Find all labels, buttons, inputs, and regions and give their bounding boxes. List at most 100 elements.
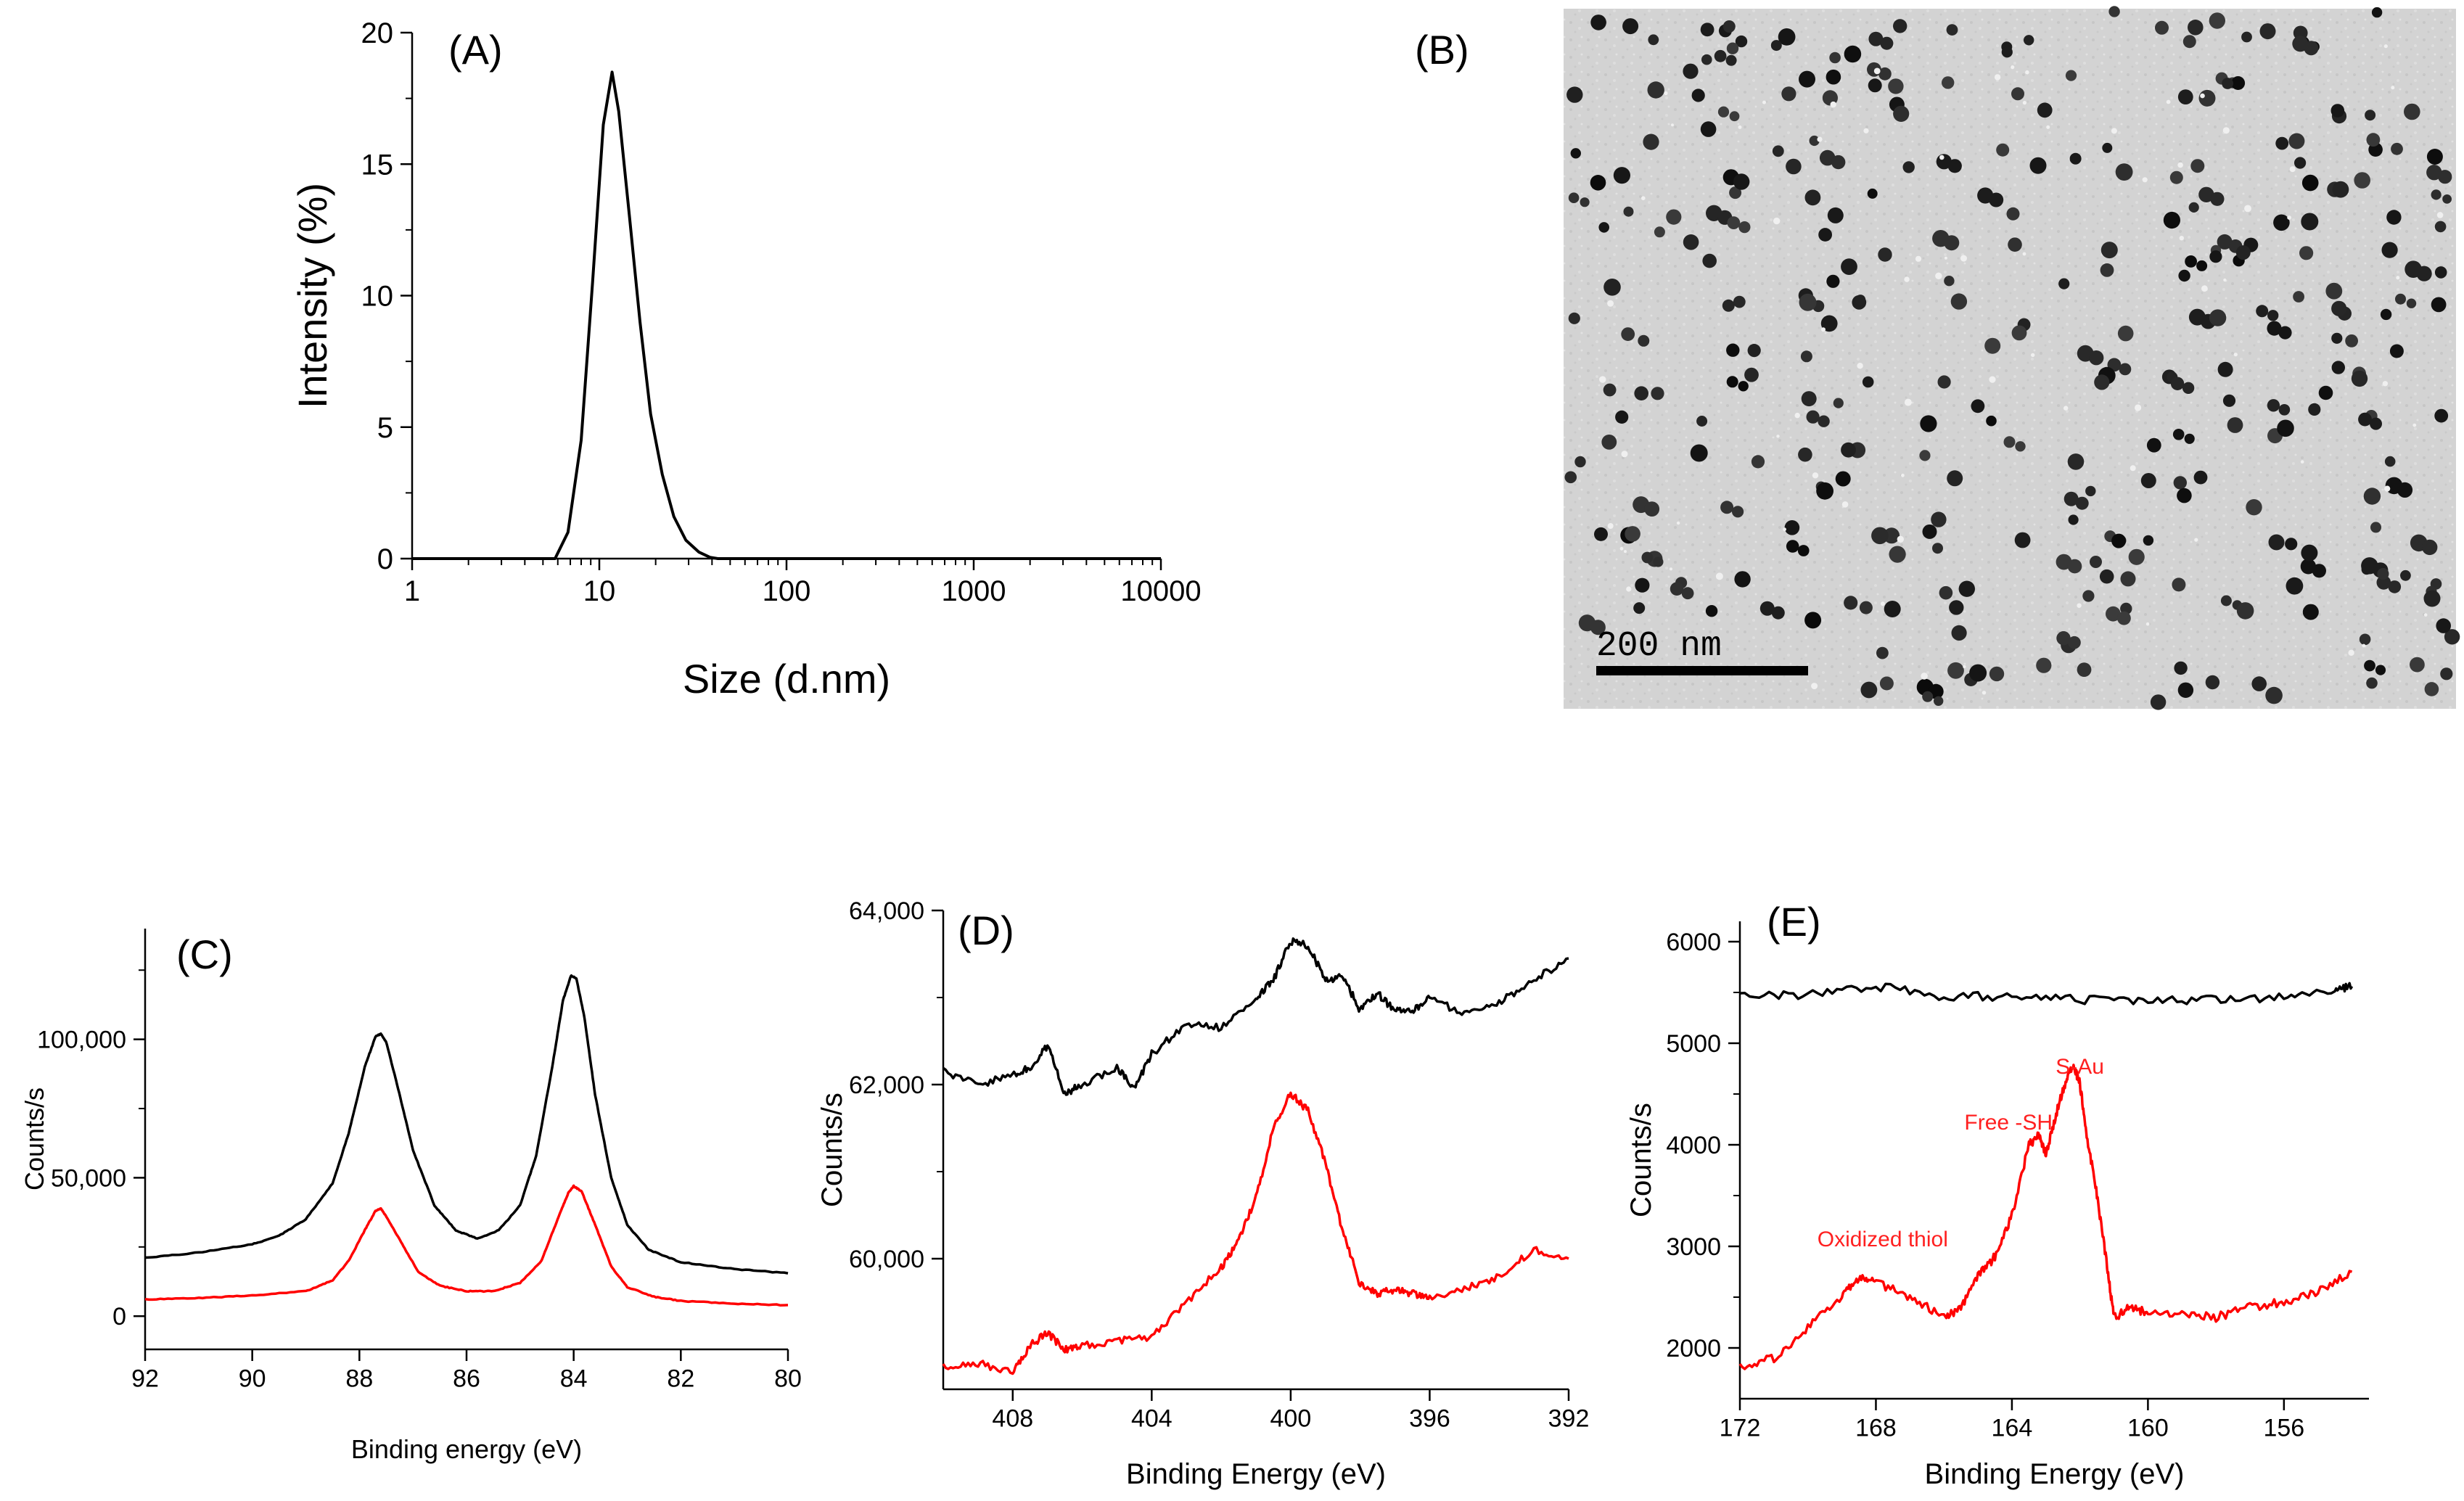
nanoparticle [2434,408,2449,423]
nanoparticle [1634,386,1648,400]
bright-speck [2077,603,2082,608]
nanoparticle [1725,54,1737,66]
nanoparticle [1868,78,1882,93]
nanoparticle [2011,87,2024,101]
y-tick-label: 100,000 [37,1027,126,1054]
nanoparticle [2150,694,2167,710]
nanoparticle [1651,387,1664,400]
nanoparticle [2100,263,2114,277]
nanoparticle [1804,612,1822,629]
nanoparticle [1784,520,1800,535]
nanoparticle [2082,590,2095,602]
y-tick-label: 50,000 [51,1164,126,1192]
series-red-line [144,1184,789,1307]
nanoparticle [2217,234,2233,250]
nanoparticle [2198,186,2214,202]
nanoparticle [2089,350,2104,366]
nanoparticle [2115,163,2133,181]
nanoparticle [2359,633,2371,646]
nanoparticle [2209,309,2227,326]
panel-c: 92 90 88 86 84 82 80 0 50,000 100,000 Binding ener… [20,929,802,1464]
nanoparticle [1732,506,1744,518]
nanoparticle [1653,556,1664,567]
nanoparticle [2278,326,2292,340]
nanoparticle [1771,606,1785,620]
bright-speck [1921,673,1928,680]
nanoparticle [2426,149,2443,165]
nanoparticle [2011,325,2027,341]
x-tick-label: 92 [131,1365,159,1393]
nanoparticle [1590,15,1606,30]
bright-speck [1671,123,1674,127]
nanoparticle [1570,148,1581,159]
x-tick-label: 396 [1409,1405,1450,1433]
nanoparticle [2037,102,2053,118]
nanoparticle [2300,559,2317,575]
nanoparticle [1971,399,1985,414]
nanoparticle [1944,235,1960,251]
nanoparticle [2400,569,2411,581]
nanoparticle [1590,175,1606,191]
bright-speck [2233,353,2238,357]
bright-speck [2348,649,2354,656]
nanoparticle [2294,157,2307,169]
y-tick-label: 5000 [1666,1030,1721,1058]
bright-speck [2222,127,2230,134]
panel-d: 408 404 400 396 392 60,000 62,000 64,000 Binding… [816,897,1589,1490]
nanoparticle [1844,596,1858,610]
x-axis-title: Binding Energy (eV) [1126,1458,1386,1490]
nanoparticle [1950,293,1968,310]
nanoparticle [2440,667,2453,680]
nanoparticle [2231,76,2246,90]
bright-speck [2362,643,2366,648]
nanoparticle [1986,415,1997,427]
nanoparticle [1827,207,1844,223]
nanoparticle [1568,192,1580,204]
nanoparticle [2285,538,2298,551]
nanoparticle [2256,305,2269,318]
nanoparticle [2085,485,2096,497]
nanoparticle [2128,548,2145,565]
nanoparticle [1878,247,1892,262]
nanoparticle [2077,662,2092,677]
nanoparticle [1939,585,1953,600]
nanoparticle [1705,605,1718,617]
y-tick-label: 10 [361,281,394,313]
bright-speck [1641,196,1646,201]
nanoparticle [2267,321,2282,336]
nanoparticle [1871,527,1889,545]
x-axis-title: Binding Energy (eV) [1925,1458,2185,1490]
nanoparticle [1826,274,1840,288]
y-tick-label: 15 [361,149,394,181]
nanoparticle [2406,298,2417,308]
bright-speck [2384,485,2391,492]
nanoparticle [2063,491,2079,506]
nanoparticle [2058,278,2070,289]
bright-speck [2223,278,2227,282]
nanoparticle [1615,410,1629,424]
x-tick-label: 168 [1855,1415,1897,1442]
nanoparticle [1958,580,1975,597]
nanoparticle [2436,618,2451,633]
annotation-label: Oxidized thiol [1818,1227,1948,1251]
nanoparticle [2302,604,2319,620]
nanoparticle [2375,665,2386,675]
y-axis-title: Counts/s [816,1093,848,1207]
nanoparticle [1862,376,1874,388]
nanoparticle [2288,133,2305,149]
nanoparticle [1946,24,1958,36]
nanoparticle [1944,276,1955,287]
nanoparticle [1880,36,1894,50]
nanoparticle [1751,455,1765,469]
nanoparticle [2277,419,2294,437]
nanoparticle [2426,165,2442,181]
nanoparticle [2293,291,2305,303]
nanoparticle [2196,260,2208,271]
nanoparticle [2391,142,2403,155]
nanoparticle [2094,374,2110,390]
nanoparticle [1860,681,1878,699]
nanoparticle [1601,435,1617,450]
nanoparticle [1841,258,1857,275]
nanoparticle [2222,394,2236,407]
nanoparticle [1889,546,1906,563]
